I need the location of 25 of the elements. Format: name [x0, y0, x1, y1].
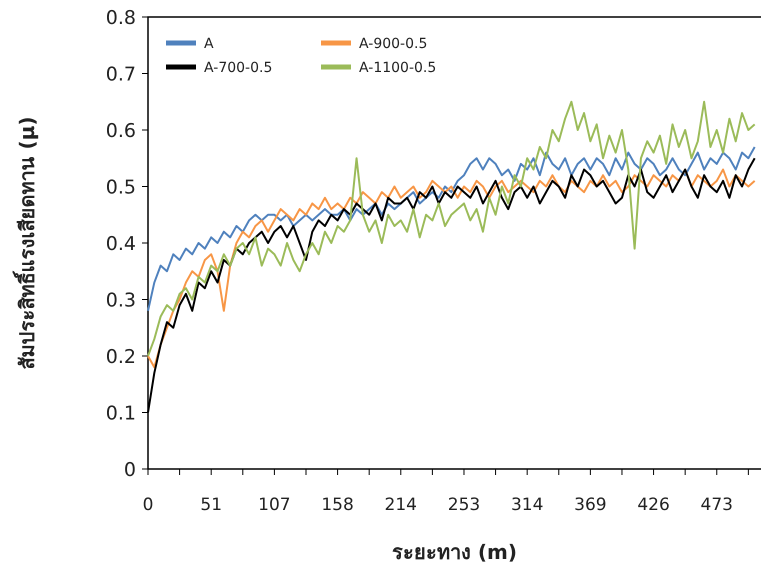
x-tick-label: 426: [637, 495, 670, 515]
y-axis-title: สัมประสิทธิ์แรงเสียดทาน (µ): [12, 116, 39, 370]
legend-label: A-1100-0.5: [359, 60, 436, 76]
x-axis-title: ระยะทาง (m): [392, 540, 518, 564]
y-tick-label: 0.6: [106, 120, 136, 142]
y-tick-label: 0.5: [106, 176, 136, 198]
x-tick-label: 369: [574, 495, 607, 515]
x-tick-label: 214: [384, 495, 418, 515]
legend-label: A-700-0.5: [204, 60, 272, 76]
y-tick-label: 0.4: [106, 233, 136, 255]
y-tick-label: 0.8: [106, 7, 136, 29]
x-tick-label: 51: [200, 495, 222, 515]
x-tick-label: 253: [448, 495, 480, 515]
y-tick-label: 0.1: [106, 402, 136, 424]
legend-label: A-900-0.5: [359, 36, 428, 52]
x-tick-label: 158: [321, 495, 354, 515]
x-tick-label: 0: [142, 495, 154, 515]
y-tick-label: 0.2: [106, 346, 136, 368]
x-tick-label: 314: [510, 495, 544, 515]
y-tick-label: 0.7: [106, 64, 136, 86]
x-tick-label: 107: [258, 495, 291, 515]
legend-label: A: [204, 36, 214, 52]
y-tick-label: 0: [124, 459, 136, 481]
y-tick-label: 0.3: [106, 290, 136, 312]
x-tick-label: 473: [700, 495, 733, 515]
